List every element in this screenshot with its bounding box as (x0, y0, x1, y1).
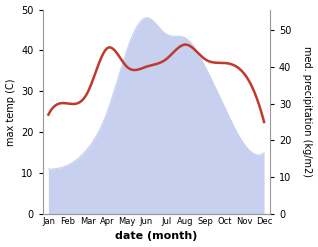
Y-axis label: max temp (C): max temp (C) (5, 78, 16, 145)
X-axis label: date (month): date (month) (115, 231, 197, 242)
Y-axis label: med. precipitation (kg/m2): med. precipitation (kg/m2) (302, 46, 313, 177)
